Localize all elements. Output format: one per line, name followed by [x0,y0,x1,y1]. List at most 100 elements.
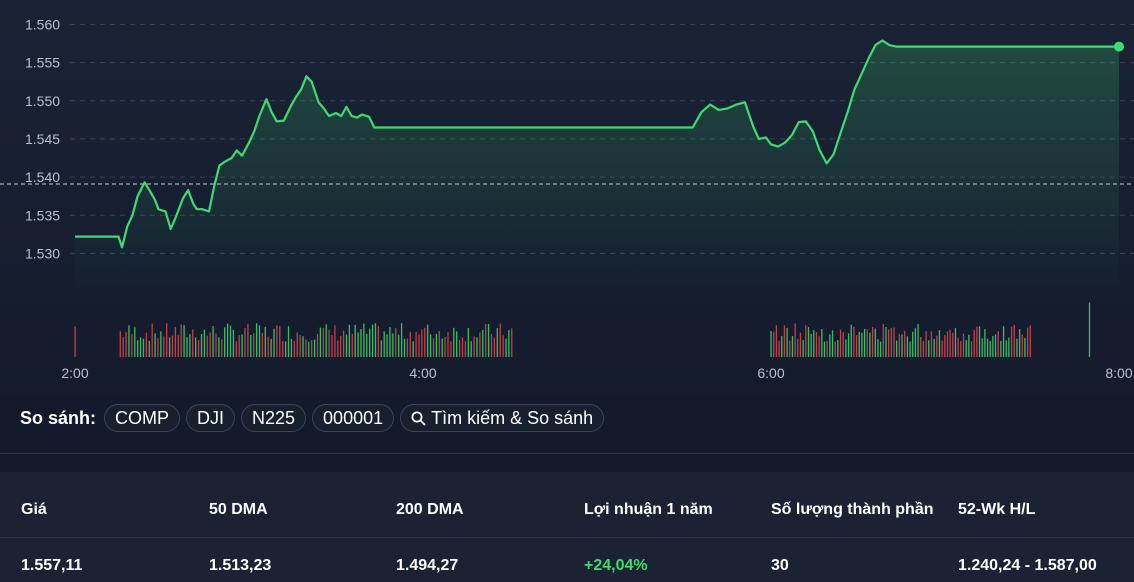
volume-bar [221,339,223,357]
volume-bar [815,332,818,357]
volume-bar [1013,324,1015,357]
section-divider [0,453,1134,454]
y-tick-label: 1.545 [25,131,60,147]
volume-bar [212,326,214,357]
volume-bar [912,331,914,357]
stat-label-50dma: 50 DMA [209,501,268,518]
volume-bar [461,337,464,357]
volume-bar [853,326,855,357]
volume-bar [946,331,949,357]
volume-bar [861,332,863,357]
volume-bar [273,328,275,357]
volume-bar [229,325,232,357]
volume-bar [134,327,136,357]
volume-bar [253,333,255,357]
volume-bar [858,331,860,357]
stat-value-price: 1.557,11 [21,557,83,574]
price-chart-svg[interactable]: 1.560 1.555 1.550 1.545 1.540 1.535 1.530 2:00 4… [0,0,1134,395]
volume-bar [813,330,815,357]
volume-bar [850,324,852,357]
volume-bar [505,338,507,357]
volume-bar [928,340,930,357]
stat-value-components: 30 [771,557,789,574]
volume-bar [490,333,493,357]
volume-bar [406,338,409,357]
volume-bar [206,335,208,357]
volume-bar [258,325,261,357]
volume-bar [441,338,443,357]
volume-bar [920,337,922,357]
volume-bar [981,338,983,357]
price-area [75,40,1119,297]
volume-bar [831,330,834,357]
volume-bar [337,340,339,357]
volume-bar [885,326,887,357]
volume-bar [366,333,368,357]
volume-bar [197,340,200,357]
volume-bar [305,339,307,357]
volume-bar [244,327,246,357]
volume-bar [171,335,174,357]
volume-bar [354,324,356,357]
volume-bar [432,338,435,357]
volume-bar [944,335,946,357]
y-tick-label: 1.555 [25,55,60,71]
volume-bar [241,334,243,357]
volume-bar [794,323,796,357]
volume-bar [357,332,359,357]
volume-bar [313,339,316,357]
price-line [75,39,1119,249]
stat-label-price: Giá [21,501,47,518]
volume-bar [308,341,310,357]
compare-row: So sánh: COMP DJI N225 000001 Tìm kiếm &… [20,403,605,433]
volume-bar [128,325,130,357]
volume-bar [429,334,432,357]
x-tick-label: 8:00 [1105,365,1132,381]
volume-bar [877,339,879,357]
volume-bar [395,328,397,357]
volume-bar [328,329,330,357]
volume-bar [786,327,788,357]
volume-bar [168,337,171,357]
volume-bar [791,336,794,357]
volume-bar [389,327,391,357]
price-chart[interactable]: 1.560 1.555 1.550 1.545 1.540 1.535 1.530 2:00 4… [0,0,1134,395]
volume-bar [383,331,385,357]
volume-bar [148,340,150,357]
search-compare-button[interactable]: Tìm kiếm & So sánh [400,404,605,432]
volume-bar [464,341,467,357]
volume-bar [863,328,866,357]
compare-chip-n225[interactable]: N225 [241,404,307,432]
volume-bar [409,331,411,357]
volume-bar [799,332,802,357]
compare-chip-000001[interactable]: 000001 [312,404,395,432]
volume-bar [276,325,278,357]
volume-bar [994,334,997,357]
volume-bar [299,335,301,357]
stat-value-50dma: 1.513,23 [209,557,272,574]
stats-divider [0,537,1134,538]
volume-bar [473,336,475,357]
volume-bar [949,329,951,357]
volume-bar [157,338,159,357]
volume-bar [293,340,295,357]
volume-bar [837,339,839,357]
volume-bar [119,331,121,357]
compare-chip-dji[interactable]: DJI [186,404,236,432]
volume-bar [842,331,844,357]
volume-bar [922,341,925,357]
y-tick-label: 1.530 [25,245,60,261]
volume-bar [476,337,478,357]
volume-bar [957,337,959,357]
volume-bar [797,338,799,357]
volume-bar [424,327,426,357]
volume-bar [131,334,133,357]
volume-bar [183,325,185,357]
compare-label: So sánh: [20,407,97,428]
volume-bar [917,323,919,357]
volume-bar [435,333,438,357]
compare-chip-comp[interactable]: COMP [104,404,181,432]
volume-bar [232,329,235,357]
volume-bar [264,326,266,357]
volume-bar [866,329,868,357]
